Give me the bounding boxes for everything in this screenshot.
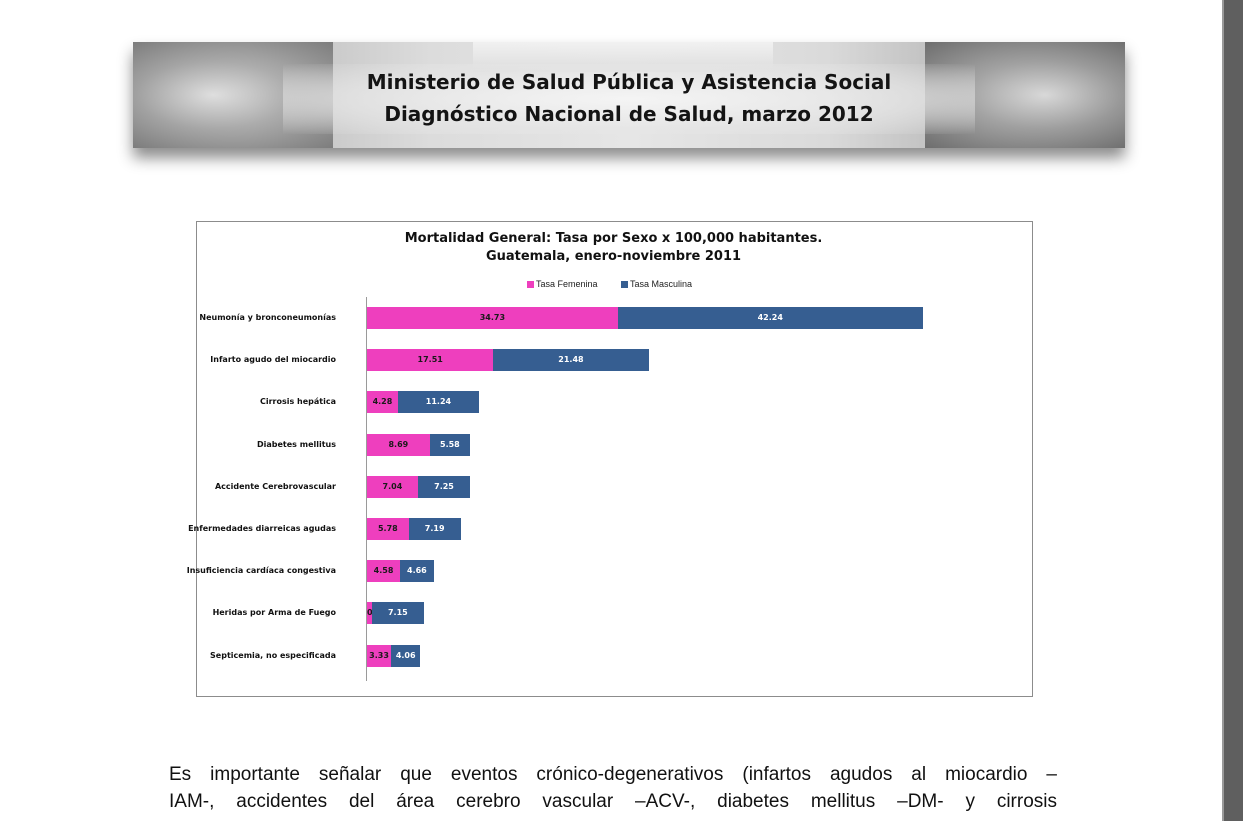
body-paragraph-line-2: IAM-, accidentes del área cerebro vascul… <box>169 791 1057 812</box>
data-label-male: 7.15 <box>387 608 408 617</box>
category-label: Accidente Cerebrovascular <box>214 482 336 491</box>
bar-female: 34.73 <box>367 307 618 329</box>
header-title-ministry: Ministerio de Salud Pública y Asistencia… <box>366 70 892 94</box>
data-label-female: 17.51 <box>417 355 443 364</box>
chart-title: Mortalidad General: Tasa por Sexo x 100,… <box>404 231 823 246</box>
data-label-female: 8.69 <box>388 440 409 449</box>
bar-female: 3.33 <box>367 645 392 667</box>
bar-male: 21.48 <box>493 349 649 371</box>
data-label-female: 7.04 <box>382 482 403 491</box>
header-title-diagnosis: Diagnóstico Nacional de Salud, marzo 201… <box>384 102 874 126</box>
data-label-female: 5.78 <box>377 524 398 533</box>
data-label-female: 34.73 <box>479 313 506 322</box>
legend-swatch-female <box>527 281 534 289</box>
data-label-male: 4.66 <box>407 566 427 575</box>
legend-swatch-male <box>621 281 628 289</box>
bar-male: 4.06 <box>391 645 421 667</box>
bar-female: 5.78 <box>367 518 409 540</box>
viewer-edge-line <box>1222 0 1224 821</box>
bar-male: 5.58 <box>429 434 471 456</box>
data-label-male: 7.19 <box>424 524 445 533</box>
chart-subtitle: Guatemala, enero-noviembre 2011 <box>485 249 742 264</box>
bar-male: 7.25 <box>417 476 471 498</box>
bar-female: 8.69 <box>367 434 430 456</box>
category-label: Enfermedades diarreicas agudas <box>188 524 336 533</box>
bar-male: 7.15 <box>372 602 424 624</box>
category-label: Heridas por Arma de Fuego <box>212 608 336 617</box>
bar-male: 7.19 <box>408 518 461 540</box>
chart-frame <box>196 221 1033 697</box>
data-label-female: 3.33 <box>369 651 389 660</box>
bar-male: 42.24 <box>617 307 923 329</box>
category-label: Diabetes mellitus <box>257 440 336 449</box>
legend-item-male: Tasa Masculina <box>621 279 692 289</box>
data-label-male: 7.25 <box>434 482 454 491</box>
body-paragraph-line-1: Es importante señalar que eventos crónic… <box>169 764 1057 785</box>
header-banner: Ministerio de Salud Pública y Asistencia… <box>133 42 1125 148</box>
category-label: Infarto agudo del miocardio <box>210 355 336 364</box>
bar-female: 4.58 <box>367 560 401 582</box>
legend-label-male: Tasa Masculina <box>630 279 693 289</box>
category-label: Cirrosis hepática <box>259 397 336 406</box>
data-label-female: 4.58 <box>373 566 394 575</box>
data-label-male: 21.48 <box>558 355 584 364</box>
bar-male: 11.24 <box>397 391 480 413</box>
bar-male: 4.66 <box>400 560 434 582</box>
category-label: Neumonía y bronconeumonías <box>199 313 336 322</box>
data-label-female: 4.28 <box>372 397 393 406</box>
bar-female: 17.51 <box>367 349 494 371</box>
chart-category-axis <box>366 297 367 681</box>
data-label-male: 42.24 <box>757 313 783 322</box>
viewer-scrollbar-track[interactable] <box>1224 0 1243 821</box>
legend-label-female: Tasa Femenina <box>536 279 598 289</box>
data-label-male: 11.24 <box>425 397 452 406</box>
bar-female: 7.04 <box>367 476 418 498</box>
data-label-male: 5.58 <box>440 440 460 449</box>
category-label: Insuficiencia cardíaca congestiva <box>186 566 336 575</box>
category-label: Septicemia, no especificada <box>210 651 336 660</box>
legend-item-female: Tasa Femenina <box>527 279 598 289</box>
bar-female: 4.28 <box>367 391 398 413</box>
data-label-male: 4.06 <box>395 651 416 660</box>
banner-veil <box>283 64 975 134</box>
